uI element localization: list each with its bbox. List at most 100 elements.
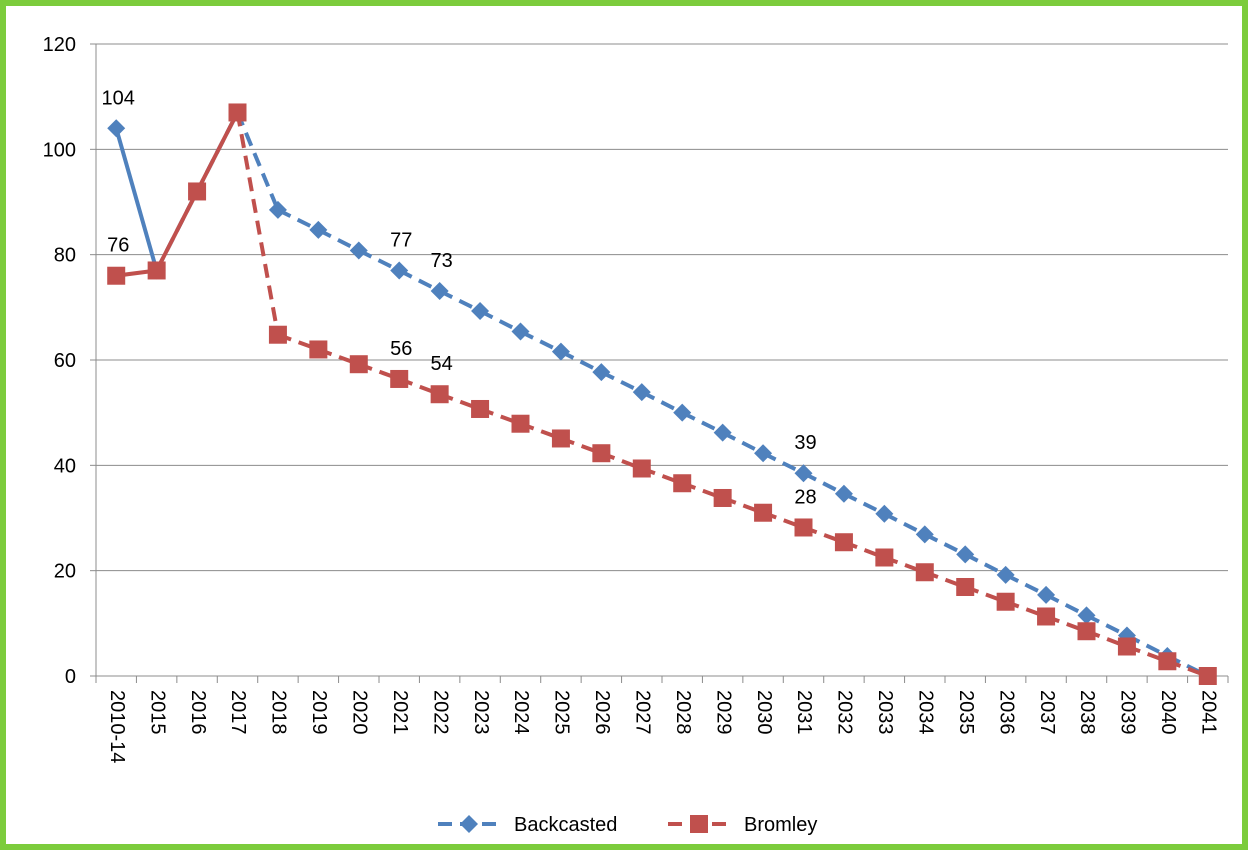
data-label: 104	[102, 87, 135, 109]
series-backcasted	[107, 103, 1217, 685]
series-segment-dashed	[843, 491, 886, 516]
point-marker-diamond	[107, 119, 126, 138]
x-tick-label: 2029	[712, 690, 734, 735]
x-tick-label: 2039	[1117, 690, 1139, 735]
x-tick-label: 2024	[510, 690, 532, 735]
legend: Backcasted Bromley	[438, 814, 817, 836]
point-marker-diamond	[309, 220, 328, 239]
x-tick-label: 2016	[187, 690, 209, 735]
point-marker-square	[956, 577, 975, 596]
point-marker-square	[228, 103, 247, 122]
data-label: 56	[390, 338, 412, 360]
x-tick-label: 2017	[227, 690, 249, 735]
series-segment-dashed	[235, 111, 280, 211]
point-marker-square	[511, 414, 530, 433]
x-tick-label: 2032	[834, 690, 856, 735]
point-marker-square	[1117, 637, 1136, 656]
point-marker-square	[309, 340, 328, 359]
point-marker-square	[430, 385, 449, 404]
series-segment-dashed	[640, 390, 684, 415]
series-segment-dashed	[762, 451, 805, 476]
point-marker-square	[107, 266, 126, 285]
series-segment-dashed	[802, 471, 845, 496]
point-marker-diamond	[956, 545, 975, 564]
point-marker-square	[1198, 667, 1217, 685]
data-label: 76	[107, 235, 129, 257]
data-label: 77	[390, 229, 412, 251]
point-marker-diamond	[551, 342, 570, 361]
point-marker-square	[471, 399, 490, 418]
point-marker-diamond	[632, 383, 651, 402]
point-marker-diamond	[471, 302, 490, 321]
point-marker-square	[713, 488, 732, 507]
x-tick-label: 2033	[874, 690, 896, 735]
point-marker-square	[673, 474, 692, 493]
point-marker-diamond	[592, 363, 611, 382]
point-marker-diamond	[268, 200, 287, 219]
gridlines	[96, 43, 1228, 572]
x-tick-label: 2040	[1157, 690, 1179, 735]
legend-label: Backcasted	[514, 814, 617, 836]
x-tick-label: 2026	[591, 690, 613, 735]
series-segment-dashed	[398, 268, 441, 293]
point-marker-diamond	[915, 525, 934, 544]
y-tick-label: 40	[54, 455, 76, 477]
data-label: 39	[794, 432, 816, 454]
point-marker-square	[794, 518, 813, 537]
y-tick-label: 0	[65, 666, 76, 688]
x-tick-label: 2035	[955, 690, 977, 735]
point-marker-diamond	[996, 565, 1015, 584]
point-marker-square	[1077, 622, 1096, 641]
x-tick-label: 2031	[793, 690, 815, 735]
point-marker-diamond	[875, 504, 894, 523]
point-marker-square	[551, 429, 570, 448]
y-tick-label: 60	[54, 350, 76, 372]
series-bromley	[107, 103, 1217, 685]
y-tick-label: 120	[43, 34, 76, 56]
x-tick-label: 2038	[1076, 690, 1098, 735]
series-segment-dashed	[721, 430, 764, 456]
series-segment-dashed	[964, 552, 1007, 577]
x-tick-label: 2019	[308, 690, 330, 735]
point-marker-diamond	[349, 241, 368, 260]
series-segment-dashed	[479, 309, 522, 334]
series-segment-dashed	[681, 410, 724, 435]
x-tick-label: 2037	[1036, 690, 1058, 735]
y-tick-label: 100	[43, 139, 76, 161]
data-label: 73	[431, 250, 453, 272]
point-marker-diamond	[430, 282, 449, 301]
point-marker-square	[592, 444, 611, 463]
point-marker-square	[834, 533, 853, 552]
x-tick-label: 2025	[551, 690, 573, 735]
data-label: 54	[431, 353, 453, 375]
point-marker-square	[915, 563, 934, 582]
point-marker-diamond	[460, 815, 478, 833]
series-segment-dashed	[1085, 613, 1128, 638]
series-segment-dashed	[317, 228, 360, 253]
legend-item-backcasted: Backcasted	[438, 814, 617, 836]
y-tick-label: 20	[54, 561, 76, 583]
series-segment-dashed	[560, 349, 603, 374]
x-tick-label: 2018	[268, 690, 290, 735]
point-marker-square	[188, 182, 207, 201]
x-tick-label: 2021	[389, 690, 411, 735]
point-marker-square	[268, 325, 287, 344]
point-marker-diamond	[754, 444, 773, 463]
point-marker-square	[632, 459, 651, 478]
point-marker-square	[754, 503, 773, 522]
point-marker-diamond	[794, 464, 813, 483]
point-marker-diamond	[1077, 606, 1096, 625]
legend-label: Bromley	[744, 814, 817, 836]
series-segment-solid	[114, 127, 159, 272]
x-tick-label: 2027	[632, 690, 654, 735]
series-segment-dashed	[1004, 573, 1047, 597]
y-tick-label: 80	[54, 245, 76, 267]
point-marker-square	[147, 261, 166, 280]
x-tick-label: 2041	[1198, 690, 1220, 735]
series-segment-dashed	[600, 370, 643, 394]
series-segment-dashed	[235, 112, 280, 336]
series-segment-dashed	[1045, 593, 1088, 618]
